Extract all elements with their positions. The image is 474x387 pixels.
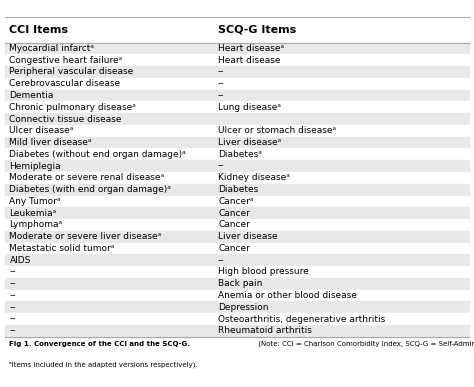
Bar [5, 66, 469, 78]
Text: Cerebrovascular disease: Cerebrovascular disease [9, 79, 120, 88]
Text: Depression: Depression [218, 303, 269, 312]
Text: CCI Items: CCI Items [9, 25, 68, 35]
Bar [5, 113, 469, 125]
Text: Lymphomaᵃ: Lymphomaᵃ [9, 221, 63, 229]
Bar [5, 266, 469, 278]
Text: Peripheral vascular disease: Peripheral vascular disease [9, 67, 134, 77]
Text: Cancer: Cancer [218, 209, 250, 217]
Text: SCQ-G Items: SCQ-G Items [218, 25, 296, 35]
Text: --: -- [218, 67, 225, 77]
Text: Heart diseaseᵃ: Heart diseaseᵃ [218, 44, 284, 53]
Text: Liver disease: Liver disease [218, 232, 278, 241]
Text: Kidney diseaseᵃ: Kidney diseaseᵃ [218, 173, 290, 182]
Bar [5, 160, 469, 172]
Text: Lung diseaseᵃ: Lung diseaseᵃ [218, 103, 281, 112]
Text: Connectiv tissue disease: Connectiv tissue disease [9, 115, 122, 123]
Text: Diabetes: Diabetes [218, 185, 258, 194]
Bar [5, 90, 469, 101]
Text: --: -- [9, 315, 16, 324]
Text: Rheumatoid arthritis: Rheumatoid arthritis [218, 326, 312, 335]
Bar [5, 184, 469, 195]
Text: Leukemiaᵃ: Leukemiaᵃ [9, 209, 57, 217]
Bar [5, 43, 469, 54]
Text: Chronic pulmonary diseaseᵃ: Chronic pulmonary diseaseᵃ [9, 103, 137, 112]
Bar [5, 219, 469, 231]
Text: Liver diseaseᵃ: Liver diseaseᵃ [218, 138, 281, 147]
Bar [5, 301, 469, 313]
Text: --: -- [218, 162, 225, 171]
Text: Diabetes (with end organ damage)ᵃ: Diabetes (with end organ damage)ᵃ [9, 185, 172, 194]
Text: Hemiplegia: Hemiplegia [9, 162, 61, 171]
Text: Metastatic solid tumorᵃ: Metastatic solid tumorᵃ [9, 244, 115, 253]
Text: --: -- [9, 303, 16, 312]
Bar [5, 231, 469, 243]
Bar [5, 195, 469, 207]
Bar [5, 149, 469, 160]
Bar [5, 172, 469, 184]
Text: Cancer: Cancer [218, 221, 250, 229]
Text: Heart disease: Heart disease [218, 56, 281, 65]
Text: Diabetes (without end organ damage)ᵃ: Diabetes (without end organ damage)ᵃ [9, 150, 186, 159]
Text: (Note: CCI = Charlson Comorbidity Index, SCQ-G = Self-Administered Comorbidity Q: (Note: CCI = Charlson Comorbidity Index,… [256, 341, 474, 347]
Text: --: -- [9, 326, 16, 335]
Bar [5, 254, 469, 266]
Text: Dementia: Dementia [9, 91, 54, 100]
Text: Back pain: Back pain [218, 279, 263, 288]
Bar [5, 313, 469, 325]
Text: --: -- [9, 267, 16, 276]
Text: Anemia or other blood disease: Anemia or other blood disease [218, 291, 357, 300]
Bar [5, 78, 469, 90]
Text: Moderate or severe renal diseaseᵃ: Moderate or severe renal diseaseᵃ [9, 173, 165, 182]
Bar [5, 325, 469, 337]
Text: Moderate or severe liver diseaseᵃ: Moderate or severe liver diseaseᵃ [9, 232, 162, 241]
Bar [5, 289, 469, 301]
Text: Diabetesᵃ: Diabetesᵃ [218, 150, 262, 159]
Text: Cancerᵃ: Cancerᵃ [218, 197, 254, 206]
Bar [5, 207, 469, 219]
Text: Osteoarthritis, degenerative arthritis: Osteoarthritis, degenerative arthritis [218, 315, 385, 324]
Text: Ulcer diseaseᵃ: Ulcer diseaseᵃ [9, 126, 74, 135]
Text: --: -- [9, 291, 16, 300]
Text: ᵃItems included in the adapted versions respectively).: ᵃItems included in the adapted versions … [9, 362, 198, 368]
Text: Cancer: Cancer [218, 244, 250, 253]
Text: Myocardial infarctᵃ: Myocardial infarctᵃ [9, 44, 94, 53]
Bar [5, 137, 469, 149]
Text: Mild liver diseaseᵃ: Mild liver diseaseᵃ [9, 138, 92, 147]
Bar [5, 243, 469, 254]
Bar [5, 125, 469, 137]
Text: --: -- [218, 79, 225, 88]
Text: --: -- [9, 279, 16, 288]
Text: --: -- [218, 91, 225, 100]
Text: Any Tumorᵃ: Any Tumorᵃ [9, 197, 61, 206]
Text: --: -- [218, 256, 225, 265]
Text: Fig 1. Convergence of the CCI and the SCQ-G.: Fig 1. Convergence of the CCI and the SC… [9, 341, 191, 347]
Bar [5, 54, 469, 66]
Text: AIDS: AIDS [9, 256, 31, 265]
Bar [5, 17, 469, 43]
Text: Ulcer or stomach diseaseᵃ: Ulcer or stomach diseaseᵃ [218, 126, 336, 135]
Bar [5, 101, 469, 113]
Text: High blood pressure: High blood pressure [218, 267, 309, 276]
Text: Congestive heart failureᵃ: Congestive heart failureᵃ [9, 56, 123, 65]
Bar [5, 278, 469, 289]
